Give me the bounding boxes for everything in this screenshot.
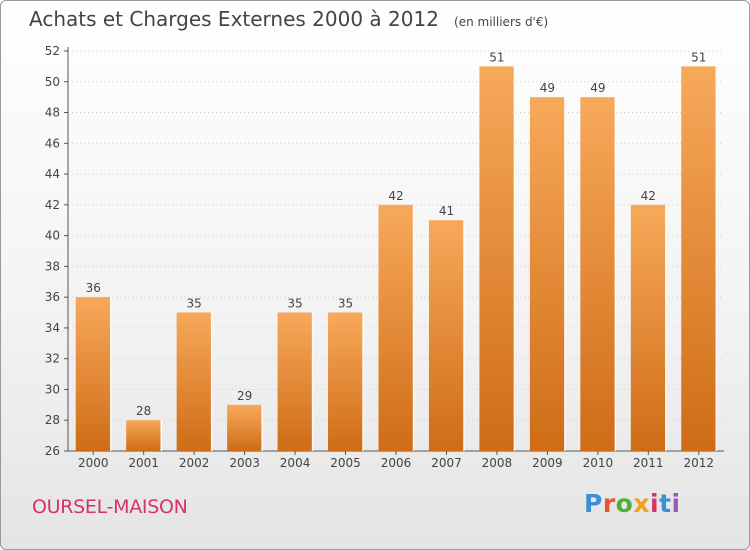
logo-letter: t xyxy=(659,489,672,518)
y-tick-label: 52 xyxy=(45,44,60,58)
y-tick-label: 48 xyxy=(45,106,60,120)
x-tick-label: 2001 xyxy=(128,456,159,470)
bars xyxy=(75,66,718,452)
x-tick-label: 2004 xyxy=(280,456,311,470)
chart-title-block: Achats et Charges Externes 2000 à 2012 (… xyxy=(29,7,548,31)
bar xyxy=(479,66,515,451)
bar xyxy=(630,204,666,451)
data-label: 51 xyxy=(489,50,504,64)
data-label: 51 xyxy=(691,50,706,64)
y-tick-label: 38 xyxy=(45,259,60,273)
bar xyxy=(328,312,364,451)
data-label: 35 xyxy=(338,297,353,311)
y-tick-label: 50 xyxy=(45,75,60,89)
bar xyxy=(277,312,313,451)
chart-unit: (en milliers d'€) xyxy=(454,15,549,29)
logo-letter: x xyxy=(633,489,650,518)
x-tick-label: 2011 xyxy=(633,456,664,470)
x-tick-label: 2005 xyxy=(330,456,361,470)
y-tick-label: 40 xyxy=(45,229,60,243)
bar xyxy=(428,220,464,451)
x-tick-label: 2002 xyxy=(179,456,210,470)
data-label: 49 xyxy=(540,81,555,95)
y-tick-label: 42 xyxy=(45,198,60,212)
data-label: 42 xyxy=(388,189,403,203)
x-tick-label: 2008 xyxy=(482,456,513,470)
y-tick-label: 36 xyxy=(45,290,60,304)
proxiti-logo: Proxiti xyxy=(584,489,681,518)
data-label: 28 xyxy=(136,404,151,418)
chart-title: Achats et Charges Externes 2000 à 2012 xyxy=(29,7,439,31)
bar xyxy=(75,297,111,451)
y-tick-label: 34 xyxy=(45,321,60,335)
x-tick-label: 2010 xyxy=(583,456,614,470)
x-tick-label: 2009 xyxy=(532,456,563,470)
data-label: 49 xyxy=(590,81,605,95)
bar xyxy=(580,97,616,452)
data-label: 36 xyxy=(86,281,101,295)
bar xyxy=(176,312,212,451)
x-tick-label: 2006 xyxy=(381,456,412,470)
bar xyxy=(529,97,565,452)
logo-letter: r xyxy=(602,489,616,518)
logo-letter: i xyxy=(650,489,660,518)
x-tick-label: 2007 xyxy=(431,456,462,470)
data-label: 35 xyxy=(287,297,302,311)
x-tick-label: 2000 xyxy=(78,456,109,470)
data-label: 29 xyxy=(237,389,252,403)
bar xyxy=(378,204,414,451)
x-tick-label: 2003 xyxy=(229,456,260,470)
x-tick-label: 2012 xyxy=(683,456,714,470)
bar xyxy=(227,404,263,451)
bar xyxy=(126,420,162,451)
y-tick-label: 30 xyxy=(45,382,60,396)
labels: 36 2000 28 2001 35 2002 29 2003 35 2004 35 2005 42 20… xyxy=(78,50,714,470)
logo-letter: o xyxy=(615,489,634,518)
bar xyxy=(681,66,717,451)
data-label: 42 xyxy=(641,189,656,203)
data-label: 41 xyxy=(439,204,454,218)
y-tick-label: 44 xyxy=(45,167,60,181)
y-tick-label: 28 xyxy=(45,413,60,427)
logo-letter: P xyxy=(584,489,603,518)
y-tick-label: 32 xyxy=(45,352,60,366)
commune-name: OURSEL-MAISON xyxy=(32,496,188,518)
data-label: 35 xyxy=(187,297,202,311)
y-tick-label: 26 xyxy=(45,444,60,458)
logo-letter: i xyxy=(671,489,681,518)
y-tick-label: 46 xyxy=(45,136,60,150)
